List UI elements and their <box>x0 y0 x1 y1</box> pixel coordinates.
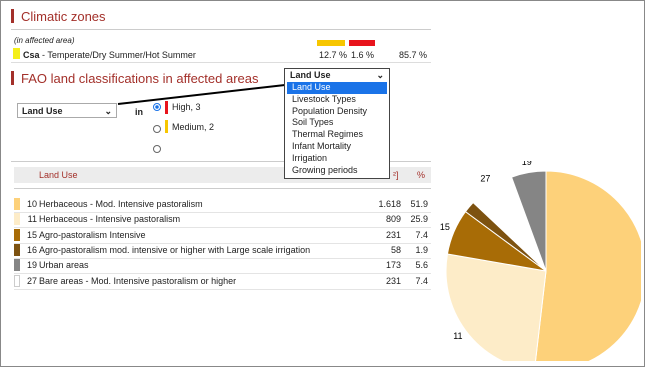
row-code: 19 <box>26 260 37 271</box>
row-label: Herbaceous - Mod. Intensive pastoralism <box>39 199 203 209</box>
dropdown-item[interactable]: Infant Mortality <box>292 140 352 151</box>
color-swatch <box>14 228 20 241</box>
radio[interactable] <box>153 145 161 153</box>
level-bar <box>165 120 168 133</box>
dropdown-item[interactable]: Irrigation <box>292 152 328 163</box>
dropdown-selected: Land Use <box>290 70 331 80</box>
zone-code: Csa - Temperate/Dry Summer/Hot Summer <box>23 50 196 60</box>
row-percent: 1.9 <box>415 244 428 255</box>
row-value: 231 <box>385 229 401 240</box>
row-percent: 25.9 <box>410 214 428 225</box>
row-percent: 51.9 <box>410 199 428 209</box>
row-value: 231 <box>385 275 401 286</box>
dropdown-item[interactable]: Thermal Regimes <box>292 129 364 140</box>
row-value: 173 <box>385 260 401 271</box>
separator <box>14 257 431 259</box>
row-code: 15 <box>26 229 37 240</box>
color-swatch <box>14 213 20 226</box>
separator <box>11 62 431 63</box>
pie-slice <box>510 170 547 272</box>
select-value: Land Use <box>22 106 63 116</box>
share-bar <box>349 40 375 46</box>
separator <box>14 188 431 189</box>
row-code: 16 <box>26 244 37 255</box>
code: Csa <box>23 50 40 60</box>
column-header: % <box>417 170 426 180</box>
separator <box>14 288 431 290</box>
share: 1.6 % <box>351 50 375 60</box>
row-label: Agro-pastoralism Intensive <box>39 229 146 240</box>
label: in <box>135 107 143 117</box>
row-code: 10 <box>26 199 37 209</box>
dropdown-item[interactable]: Soil Types <box>292 117 334 128</box>
row-label: Bare areas - Mod. Intensive pastoralism … <box>39 275 237 286</box>
separator <box>14 227 431 229</box>
note: (in affected area) <box>14 36 75 45</box>
row-percent: 7.4 <box>415 275 428 286</box>
dropdown-item[interactable]: Livestock Types <box>292 93 356 104</box>
separator <box>14 212 431 213</box>
color-swatch <box>14 259 20 272</box>
color-swatch <box>14 274 20 287</box>
radio[interactable] <box>153 103 161 111</box>
share-bar <box>317 40 345 46</box>
pie-slice <box>445 253 547 361</box>
slice-label: 19 <box>522 161 532 167</box>
separator <box>14 242 431 244</box>
radio-label: High, 3 <box>172 102 201 112</box>
column-header: ²] <box>393 170 399 180</box>
row-percent: 7.4 <box>415 229 428 240</box>
row-value: 1.618 <box>378 199 401 209</box>
color-swatch <box>14 198 20 210</box>
label: - Temperate/Dry Summer/Hot Summer <box>42 50 196 60</box>
color-swatch <box>14 243 20 256</box>
slice-label: 11 <box>453 331 462 341</box>
radio-label: Medium, 2 <box>172 122 215 132</box>
separator <box>14 273 431 275</box>
dropdown-value[interactable]: Land Use ⌄ <box>290 70 384 80</box>
row-percent: 5.6 <box>415 260 428 271</box>
color-swatch <box>13 48 20 59</box>
pie-chart: 1011152719 <box>440 161 641 361</box>
share: 12.7 % <box>319 50 348 60</box>
dropdown-item[interactable]: Population Density <box>292 105 368 116</box>
slice-label: 15 <box>440 222 450 232</box>
row-label: Herbaceous - Intensive pastoralism <box>39 214 181 225</box>
total: 85.7 % <box>399 50 428 60</box>
level-bar <box>165 101 168 114</box>
radio[interactable] <box>153 125 161 133</box>
row-code: 27 <box>26 275 37 286</box>
slice-label: 27 <box>480 174 490 184</box>
separator <box>11 29 431 30</box>
row-value: 58 <box>390 244 401 255</box>
section-marker <box>11 71 14 85</box>
row-label: Urban areas <box>39 260 89 271</box>
row-value: 809 <box>385 214 401 225</box>
dropdown-item[interactable]: Land Use <box>287 82 387 94</box>
row-label: Agro-pastoralism mod. intensive or highe… <box>39 244 311 255</box>
select[interactable]: Land Use ⌄ <box>17 103 117 118</box>
row-code: 11 <box>27 214 37 225</box>
pie-slice <box>534 170 641 361</box>
section-title: Climatic zones <box>21 9 106 24</box>
section-title: FAO land classifications in affected are… <box>21 71 259 86</box>
column-header: Land Use <box>39 170 78 180</box>
dropdown-list: Land Use Livestock Types Population Densit… <box>285 82 389 176</box>
dropdown-item[interactable]: Growing periods <box>292 164 358 175</box>
section-marker <box>11 9 14 23</box>
dropdown: Land Use ⌄ Land Use Livestock Types Populat… <box>284 68 390 179</box>
separator <box>11 161 431 162</box>
